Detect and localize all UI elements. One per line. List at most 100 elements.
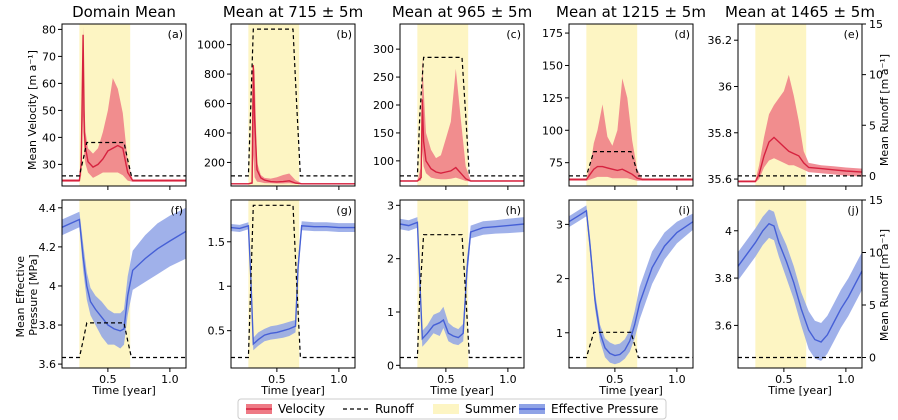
x-tick-label-h-1: 1.0 [499,373,517,386]
pressure-band-h [400,217,524,347]
y-tick-label-d-0: 75 [549,157,563,170]
y-axis-label-bottom-line-2: Pressure [MPa] [27,254,40,335]
y-tick-label-c-3: 250 [373,71,394,84]
plot-area-j [738,209,862,361]
panel-letter-d: (d) [674,28,690,41]
y-tick-label-c-0: 100 [373,155,394,168]
y-tick-label-j-1: 3.8 [715,272,733,285]
axes-frame-i [568,199,694,369]
panel-title-a: Domain Mean [72,3,176,21]
x-tick-label-h-0: 0.5 [437,373,455,386]
legend-item-runoff: Runoff [343,402,414,416]
y-tick-label-c-1: 150 [373,127,394,140]
y-tick-label-i-0: 1 [556,327,563,340]
y-tick-label-i-2: 3 [556,218,563,231]
axes-frame-d [568,23,694,187]
velocity-band-b [231,63,355,185]
right-tick-label-j-3: 15 [869,194,883,207]
panel-j: 3.6 3.8 4 0.5 1.0 0 5 10 15 (j) Time [year] [715,194,884,397]
pressure-band-g [231,221,355,351]
y-tick-label-e-1: 35.8 [708,127,733,140]
y-axis-label-right-bottom: Mean Runoff [m a⁻¹] [878,229,891,341]
y-tick-label-a-3: 60 [42,77,56,90]
runoff-line-c [400,56,524,177]
panel-letter-g: (g) [336,204,352,217]
y-tick-label-a-0: 30 [42,158,56,171]
y-tick-label-a-2: 50 [42,104,56,117]
velocity-line-c [400,99,524,182]
y-tick-label-f-2: 4 [49,280,56,293]
panel-title-b: Mean at 715 ± 5m [223,3,363,21]
y-tick-label-g-1: 1 [218,280,225,293]
panel-h: 0 1 2 3 0.5 1.0 (h) Time [year] [387,199,525,397]
axes-frame-b [230,23,356,187]
legend-item-summer: Summer [433,402,516,416]
plot-area-f [62,207,186,359]
y-tick-label-h-3: 3 [387,199,394,212]
y-tick-label-a-1: 40 [42,131,56,144]
axes-frame-h [399,199,525,369]
y-tick-label-c-4: 300 [373,43,394,56]
velocity-band-e [738,74,862,183]
panel-letter-j: (j) [847,204,859,217]
y-tick-label-h-0: 0 [387,359,394,372]
plot-area-d [569,78,693,181]
axes-frame-j [737,199,863,369]
axes-frame-a [61,23,187,187]
y-tick-label-h-1: 1 [387,306,394,319]
y-tick-label-f-0: 3.6 [39,358,57,371]
right-tick-label-e-0: 0 [869,170,876,183]
x-axis-label-j: Time [year] [767,384,832,397]
x-axis-label-h: Time [year] [429,384,494,397]
pressure-band-f [62,207,186,349]
legend-swatch-summer [433,404,459,414]
right-tick-label-j-1: 5 [869,299,876,312]
x-axis-label-i: Time [year] [598,384,663,397]
x-tick-label-f-0: 0.5 [99,373,117,386]
y-axis-label-bottom-line-1: Mean Effective [14,256,27,338]
x-tick-label-j-1: 1.0 [837,373,855,386]
runoff-line-f [62,322,186,359]
y-tick-label-f-1: 3.8 [39,319,57,332]
right-tick-label-j-0: 0 [869,352,876,365]
plot-area-e [738,74,862,183]
axes-frame-g [230,199,356,369]
panel-i: 1 2 3 0.5 1.0 (i) Time [year] [556,199,694,397]
plot-area-i [569,205,693,365]
panel-letter-i: (i) [678,204,690,217]
velocity-line-a [62,34,186,182]
panel-letter-h: (h) [505,204,521,217]
x-axis-label-g: Time [year] [260,384,325,397]
plot-area-h [400,217,524,359]
y-tick-label-a-5: 80 [42,23,56,36]
x-axis-label-f: Time [year] [91,384,156,397]
legend-label-summer: Summer [465,402,516,416]
panel-letter-a: (a) [168,28,183,41]
y-tick-label-j-0: 3.6 [715,319,733,332]
velocity-band-c [400,57,524,182]
y-axis-label-right-top: Mean Runoff [m a⁻¹] [878,54,891,166]
plot-area-g [231,204,355,359]
panel-title-e: Mean at 1465 ± 5m [725,3,875,21]
legend-item-velocity: Velocity [246,402,325,416]
x-tick-label-g-0: 0.5 [268,373,286,386]
right-tick-label-e-3: 15 [869,18,883,31]
panel-title-c: Mean at 965 ± 5m [392,3,532,21]
legend-label-effective-pressure: Effective Pressure [551,402,658,416]
runoff-line-a [62,141,186,177]
panel-b: 200 400 600 800 1000 (b) Mean at 715 ± 5m [197,3,363,190]
panel-c: 100 150 200 250 300 (c) Mean at 965 ± 5m [373,3,532,190]
right-tick-label-e-2: 10 [869,69,883,82]
x-tick-label-i-1: 1.0 [668,373,686,386]
y-tick-label-b-3: 800 [204,68,225,81]
pressure-band-j [738,209,862,361]
y-tick-label-e-0: 35.6 [708,173,733,186]
velocity-band-d [569,78,693,181]
y-tick-label-j-2: 4 [725,225,732,238]
panel-letter-c: (c) [506,28,521,41]
y-tick-label-e-3: 36.2 [708,34,733,47]
y-tick-label-d-1: 100 [542,124,563,137]
panel-f: 3.6 3.8 4 4.2 4.4 0.5 1.0 (f) Time [year] [39,199,187,397]
